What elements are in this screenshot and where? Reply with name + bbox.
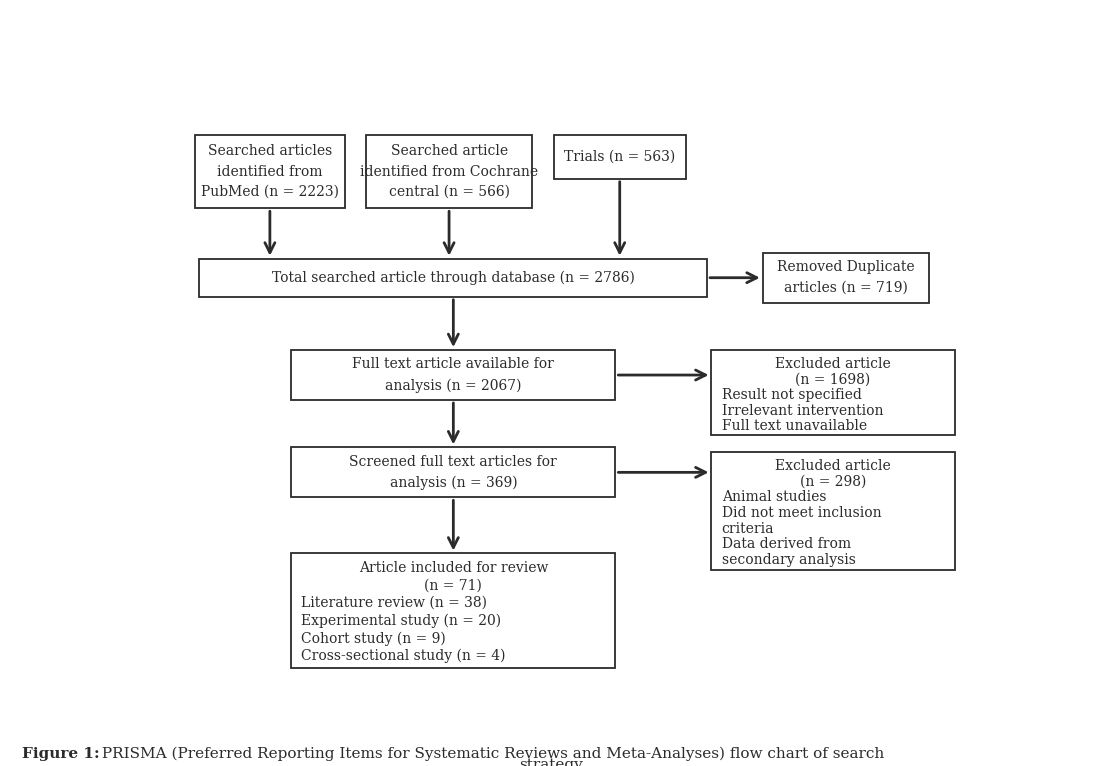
Text: Experimental study (n = 20): Experimental study (n = 20) [302,614,502,628]
Text: Searched article
identified from Cochrane
central (n = 566): Searched article identified from Cochran… [360,144,538,199]
FancyBboxPatch shape [711,452,955,570]
FancyBboxPatch shape [291,554,615,669]
Text: Excluded article: Excluded article [775,357,891,371]
FancyBboxPatch shape [199,259,707,297]
FancyBboxPatch shape [763,253,929,303]
Text: Trials (n = 563): Trials (n = 563) [564,150,675,164]
Text: Did not meet inclusion: Did not meet inclusion [721,506,881,520]
Text: strategy: strategy [519,758,582,766]
Text: Full text article available for
analysis (n = 2067): Full text article available for analysis… [352,358,554,393]
Text: Full text unavailable: Full text unavailable [721,419,866,434]
Text: (n = 298): (n = 298) [799,474,866,489]
Text: (n = 71): (n = 71) [424,578,482,592]
Text: Removed Duplicate
articles (n = 719): Removed Duplicate articles (n = 719) [777,260,915,295]
FancyBboxPatch shape [195,135,345,208]
FancyBboxPatch shape [291,350,615,400]
Text: Cross-sectional study (n = 4): Cross-sectional study (n = 4) [302,649,506,663]
Text: Data derived from: Data derived from [721,538,851,552]
Text: Animal studies: Animal studies [721,490,826,504]
Text: Literature review (n = 38): Literature review (n = 38) [302,596,488,610]
Text: (n = 1698): (n = 1698) [795,372,871,387]
Text: criteria: criteria [721,522,774,535]
FancyBboxPatch shape [554,135,686,179]
Text: Excluded article: Excluded article [775,459,891,473]
Text: Screened full text articles for
analysis (n = 369): Screened full text articles for analysis… [349,455,557,490]
Text: PRISMA (Preferred Reporting Items for Systematic Reviews and Meta-Analyses) flow: PRISMA (Preferred Reporting Items for Sy… [97,747,884,761]
FancyBboxPatch shape [711,350,955,436]
Text: Searched articles
identified from
PubMed (n = 2223): Searched articles identified from PubMed… [200,144,339,199]
Text: Result not specified: Result not specified [721,388,862,402]
Text: Article included for review: Article included for review [359,561,548,574]
Text: Cohort study (n = 9): Cohort study (n = 9) [302,631,446,646]
FancyBboxPatch shape [291,447,615,497]
Text: Total searched article through database (n = 2786): Total searched article through database … [272,270,635,285]
Text: Irrelevant intervention: Irrelevant intervention [721,404,883,417]
Text: secondary analysis: secondary analysis [721,553,855,567]
FancyBboxPatch shape [366,135,532,208]
Text: Figure 1:: Figure 1: [22,747,100,761]
